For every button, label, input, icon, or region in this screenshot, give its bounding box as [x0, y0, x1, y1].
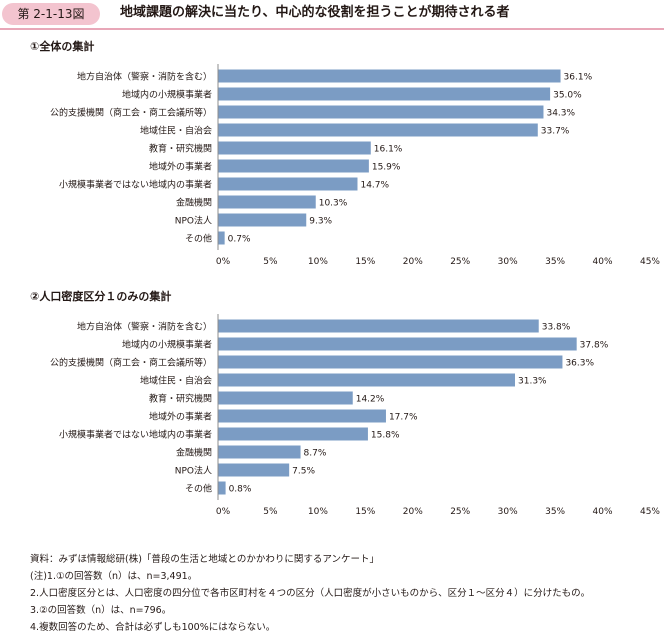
- value-label: 14.7%: [360, 181, 389, 191]
- category-label: 地域内の小規模事業者: [122, 339, 212, 351]
- value-label: 35.0%: [553, 91, 582, 101]
- x-tick-label: 5%: [263, 507, 278, 517]
- figure-number-badge: 第 2-1-13図: [2, 3, 100, 25]
- value-label: 31.3%: [518, 377, 547, 387]
- category-label: 金融機関: [176, 197, 212, 209]
- bar: [218, 141, 371, 155]
- category-label: NPO法人: [175, 465, 212, 477]
- category-label: 公的支援機関（商工会・商工会議所等）: [50, 357, 212, 369]
- category-label: 教育・研究機関: [149, 143, 212, 155]
- bar: [218, 195, 316, 209]
- x-tick-label: 40%: [593, 507, 613, 517]
- bar: [218, 391, 353, 405]
- x-tick-label: 45%: [640, 257, 660, 267]
- figure-header: 第 2-1-13図 地域課題の解決に当たり、中心的な役割を担うことが期待される者: [0, 0, 664, 30]
- category-label: 地域外の事業者: [149, 161, 212, 173]
- category-label: 地域住民・自治会: [140, 125, 212, 137]
- category-label: 金融機関: [176, 447, 212, 459]
- category-label: 公的支援機関（商工会・商工会議所等）: [50, 107, 212, 119]
- bar: [218, 445, 301, 459]
- value-label: 34.3%: [546, 109, 575, 119]
- x-tick-label: 40%: [593, 257, 613, 267]
- chart-title: ②人口密度区分１のみの集計: [30, 289, 171, 303]
- x-tick-label: 35%: [545, 257, 565, 267]
- x-tick-label: 25%: [450, 257, 470, 267]
- category-label: 小規模事業者ではない地域内の事業者: [59, 179, 212, 191]
- value-label: 36.1%: [564, 73, 593, 83]
- x-tick-label: 45%: [640, 507, 660, 517]
- bar: [218, 355, 563, 369]
- bar: [218, 337, 577, 351]
- header-divider: [0, 28, 664, 30]
- category-label: 教育・研究機関: [149, 393, 212, 405]
- value-label: 7.5%: [292, 467, 315, 477]
- chart-title: ①全体の集計: [30, 39, 94, 53]
- category-label: 地域住民・自治会: [140, 375, 212, 387]
- bar: [218, 409, 386, 423]
- category-label: 地域外の事業者: [149, 411, 212, 423]
- x-tick-label: 10%: [308, 507, 328, 517]
- category-label: NPO法人: [175, 215, 212, 227]
- x-tick-label: 20%: [403, 257, 423, 267]
- bar: [218, 373, 516, 387]
- x-tick-label: 0%: [216, 257, 231, 267]
- bar: [218, 427, 368, 441]
- bar: [218, 481, 226, 495]
- footnote: 3.②の回答数（n）は、n=796。: [30, 605, 172, 616]
- value-label: 10.3%: [319, 199, 348, 209]
- value-label: 37.8%: [580, 341, 609, 351]
- footnote: 4.複数回答のため、合計は必ずしも100%にはならない。: [30, 622, 276, 633]
- value-label: 16.1%: [374, 145, 403, 155]
- x-tick-label: 30%: [498, 507, 518, 517]
- x-tick-label: 30%: [498, 257, 518, 267]
- category-label: 小規模事業者ではない地域内の事業者: [59, 429, 212, 441]
- x-tick-label: 15%: [355, 507, 375, 517]
- figure-title: 地域課題の解決に当たり、中心的な役割を担うことが期待される者: [120, 5, 510, 20]
- bar: [218, 123, 538, 137]
- value-label: 9.3%: [309, 217, 332, 227]
- category-label: その他: [185, 483, 212, 495]
- category-label: 地方自治体（警察・消防を含む）: [77, 321, 212, 333]
- value-label: 15.9%: [372, 163, 401, 173]
- bar: [218, 159, 369, 173]
- x-tick-label: 5%: [263, 257, 278, 267]
- x-tick-label: 10%: [308, 257, 328, 267]
- x-tick-label: 15%: [355, 257, 375, 267]
- x-tick-label: 35%: [545, 507, 565, 517]
- value-label: 33.8%: [542, 323, 571, 333]
- value-label: 0.8%: [229, 485, 252, 495]
- value-label: 33.7%: [541, 127, 570, 137]
- value-label: 17.7%: [389, 413, 418, 423]
- bar: [218, 177, 358, 191]
- value-label: 0.7%: [228, 235, 251, 245]
- bar: [218, 213, 307, 227]
- value-label: 15.8%: [371, 431, 400, 441]
- bar: [218, 319, 539, 333]
- x-tick-label: 25%: [450, 507, 470, 517]
- bar: [218, 69, 561, 83]
- category-label: 地方自治体（警察・消防を含む）: [77, 71, 212, 83]
- category-label: 地域内の小規模事業者: [122, 89, 212, 101]
- bar: [218, 105, 544, 119]
- source-note: 資料：みずほ情報総研(株)「普段の生活と地域とのかかわりに関するアンケート」: [30, 554, 379, 565]
- footnote: (注)1.①の回答数（n）は、n=3,491。: [30, 571, 198, 582]
- value-label: 36.3%: [565, 359, 594, 369]
- value-label: 8.7%: [304, 449, 327, 459]
- bar: [218, 231, 225, 245]
- bar: [218, 463, 290, 477]
- bar: [218, 87, 551, 101]
- footnote: 2.人口密度区分とは、人口密度の四分位で各市区町村を４つの区分（人口密度が小さい…: [30, 588, 591, 599]
- category-label: その他: [185, 233, 212, 245]
- x-tick-label: 0%: [216, 507, 231, 517]
- x-tick-label: 20%: [403, 507, 423, 517]
- notes-block: 資料：みずほ情報総研(株)「普段の生活と地域とのかかわりに関するアンケート」 (…: [30, 551, 660, 636]
- value-label: 14.2%: [356, 395, 385, 405]
